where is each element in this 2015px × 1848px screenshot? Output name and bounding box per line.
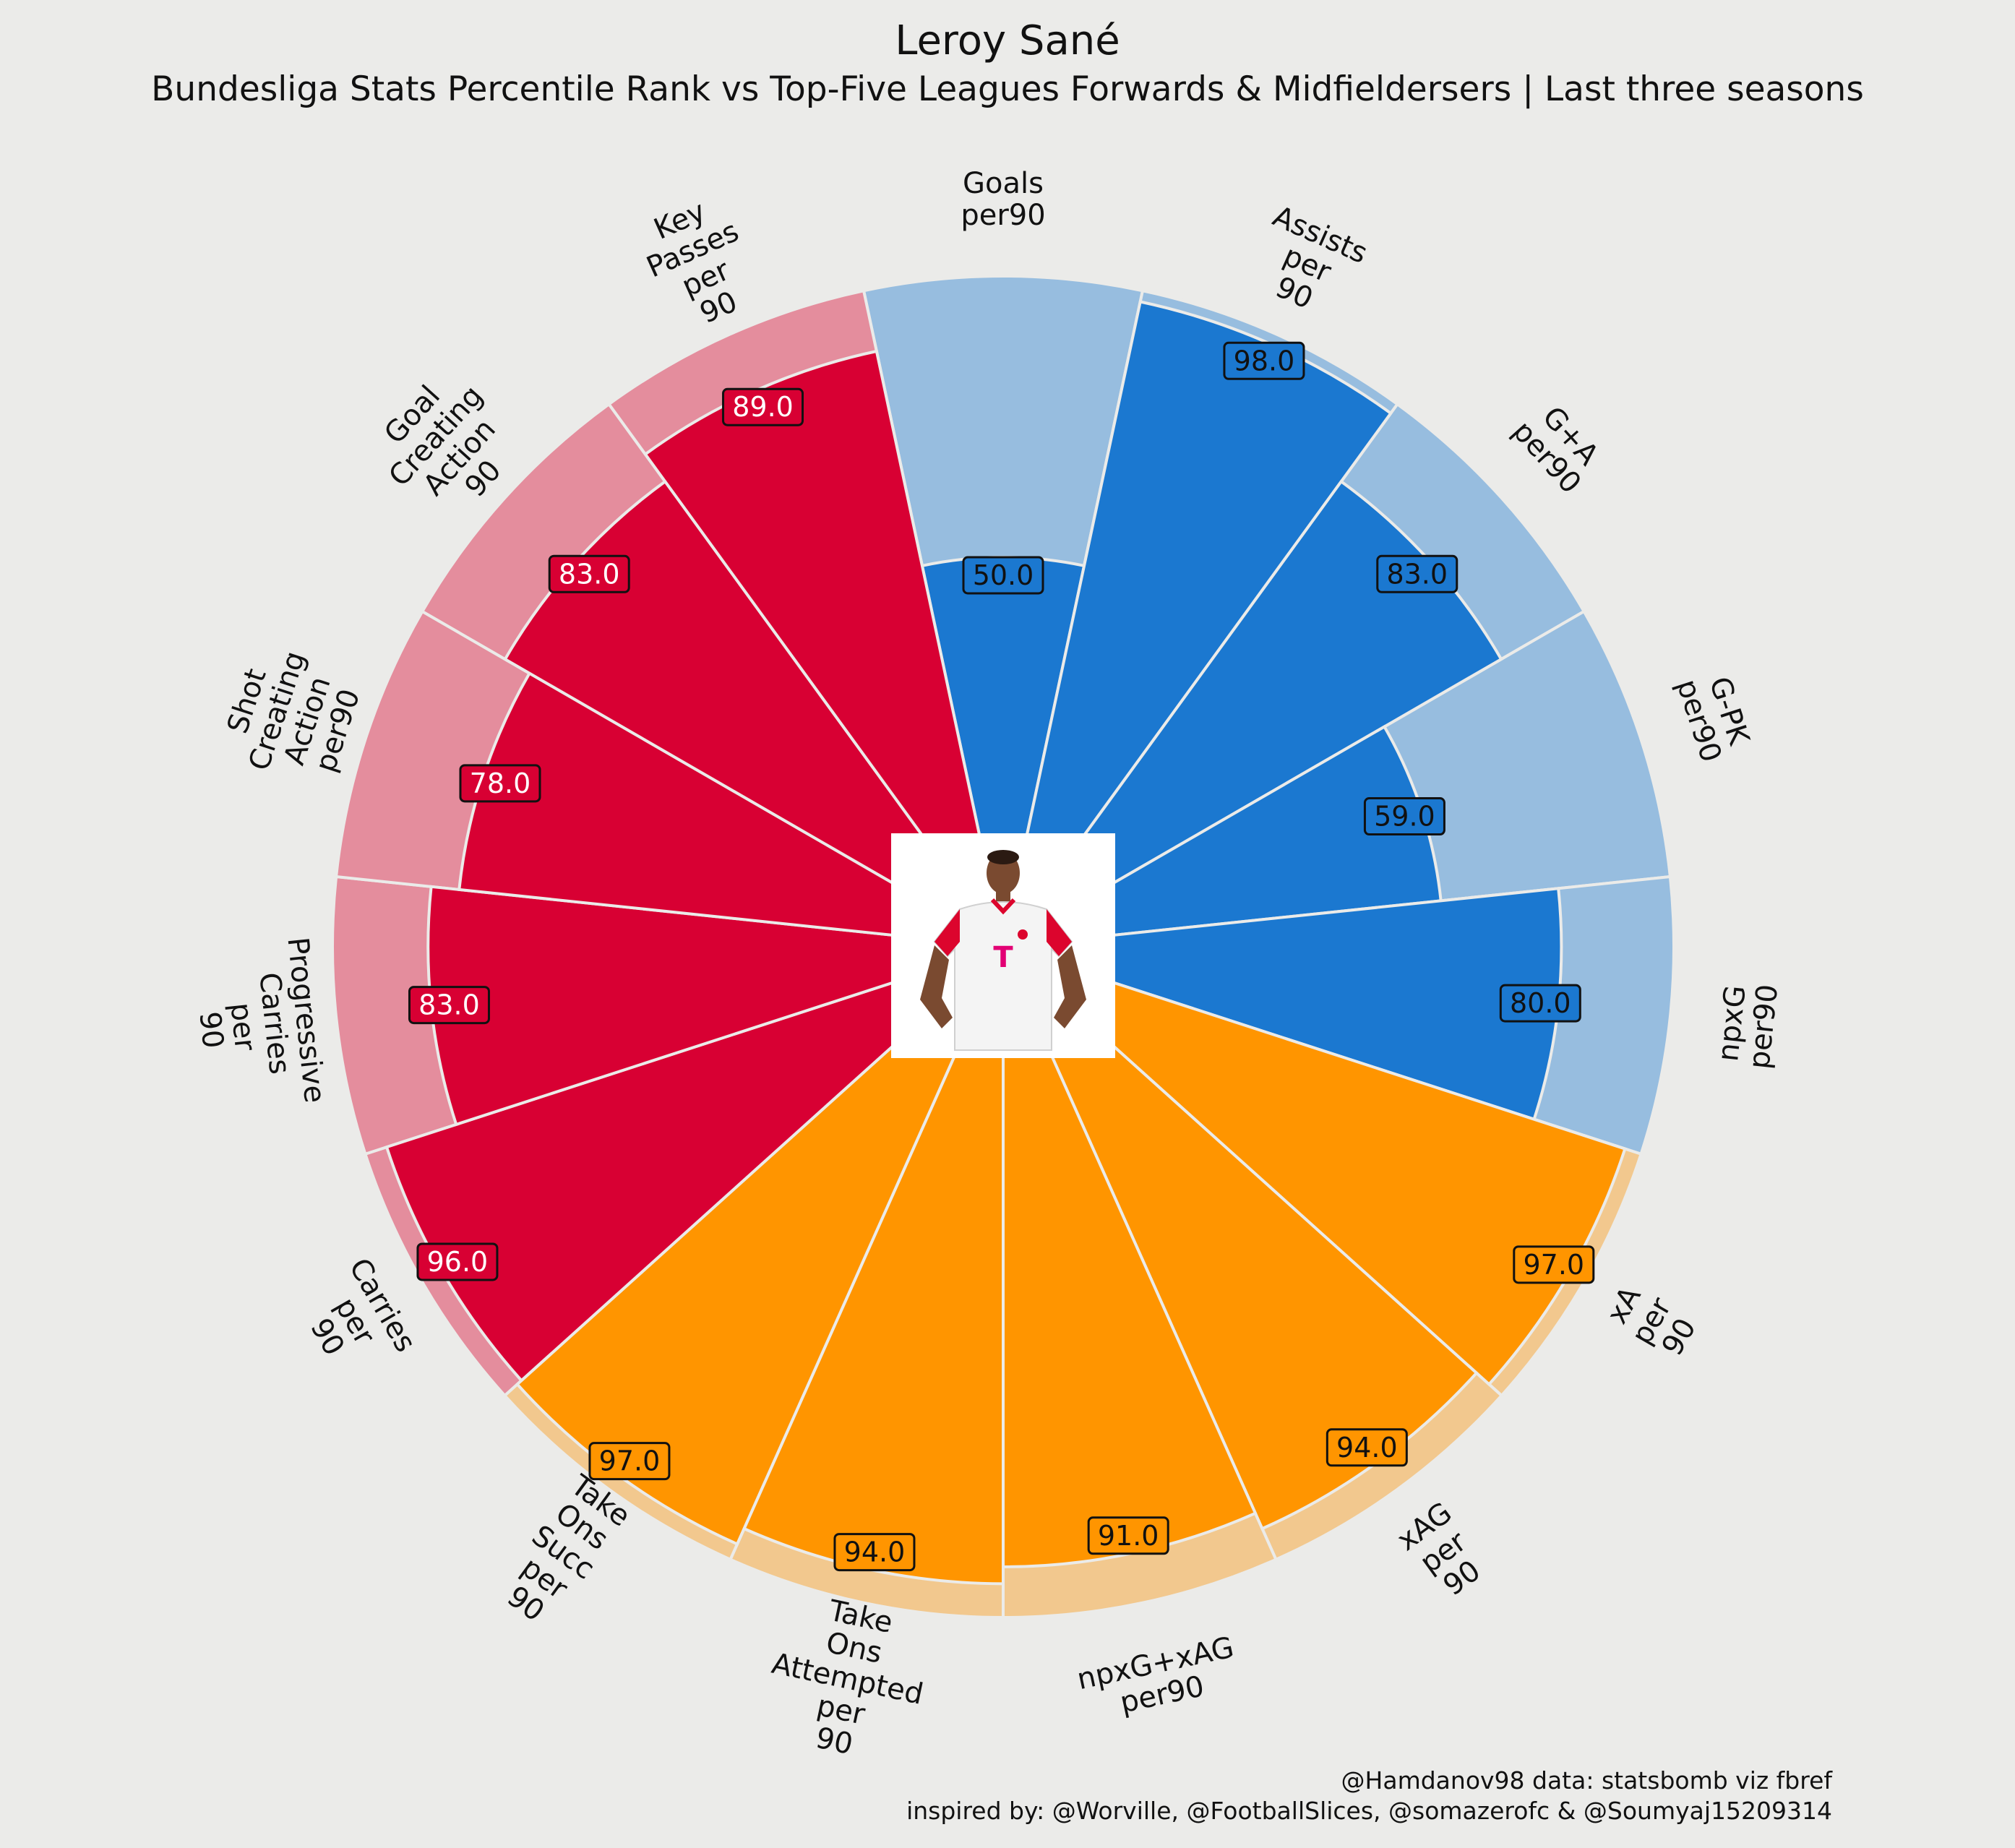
value-labels: 50.0 98.0 83.0 59.0 80.0 97.0 94.0 91.0 94.0 97.0… xyxy=(408,341,1595,1572)
value-label-key-passes-per-90: 89.0 xyxy=(722,387,804,426)
category-label-take-ons-attempted-per-90: TakeOnsAttemptedper90 xyxy=(756,1585,940,1774)
value-label-assists-per-90: 98.0 xyxy=(1223,341,1305,380)
value-label-goals-per90: 50.0 xyxy=(962,556,1044,595)
category-label-goals-per90: Goals per90 xyxy=(961,167,1045,232)
category-label-xag-per-90: xAGper90 xyxy=(1391,1496,1496,1609)
category-label-g+a-per90: G+Aper90 xyxy=(1506,393,1611,499)
chart-subtitle: Bundesliga Stats Percentile Rank vs Top-… xyxy=(151,69,1864,109)
credit-line-2: inspired by: @Worville, @FootballSlices,… xyxy=(906,1797,1832,1825)
value-label-g+a-per90: 83.0 xyxy=(1376,554,1458,593)
value-label-goal-creating-action-90: 83.0 xyxy=(548,554,630,593)
svg-text:97.0: 97.0 xyxy=(1524,1249,1585,1281)
svg-text:50.0: 50.0 xyxy=(973,559,1034,591)
svg-text:94.0: 94.0 xyxy=(844,1537,906,1568)
category-label-shot-creating-action-per90: ShotCreatingActionper90 xyxy=(212,637,373,794)
category-label-npxg+xag-per90: npxG+xAGper90 xyxy=(1074,1630,1243,1727)
svg-text:98.0: 98.0 xyxy=(1234,345,1295,377)
svg-text:83.0: 83.0 xyxy=(1386,558,1448,590)
svg-text:83.0: 83.0 xyxy=(559,558,620,590)
value-wedges xyxy=(384,300,1627,1586)
player-photo: T xyxy=(891,833,1115,1058)
svg-text:59.0: 59.0 xyxy=(1374,801,1435,833)
svg-text:78.0: 78.0 xyxy=(470,768,531,799)
value-label-progressive-carries-per-90: 83.0 xyxy=(408,986,490,1025)
value-label-carries-per-90: 96.0 xyxy=(416,1242,499,1281)
svg-text:96.0: 96.0 xyxy=(427,1246,489,1278)
value-label-xag-per-90: 94.0 xyxy=(1326,1428,1408,1467)
svg-text:T: T xyxy=(993,941,1013,974)
svg-text:91.0: 91.0 xyxy=(1098,1520,1159,1552)
category-label-npxg-per90: npxGper90 xyxy=(1711,979,1784,1070)
value-label-xa-per-90: 97.0 xyxy=(1513,1245,1595,1284)
value-label-take-ons-attempted-per-90: 94.0 xyxy=(833,1533,916,1572)
value-label-shot-creating-action-per90: 78.0 xyxy=(459,764,541,803)
category-label-assists-per-90: Assistsper90 xyxy=(1242,199,1372,328)
value-label-npxg+xag-per90: 91.0 xyxy=(1087,1516,1169,1555)
credit-line-1: @Hamdanov98 data: statsbomb viz fbref xyxy=(1341,1766,1832,1795)
category-label-xa-per-90: xAper90 xyxy=(1598,1276,1706,1366)
category-label-carries-per-90: Carriesper90 xyxy=(287,1252,422,1389)
svg-text:94.0: 94.0 xyxy=(1336,1432,1398,1464)
category-label-key-passes-per-90: KeyPassesper90 xyxy=(629,186,770,343)
svg-text:97.0: 97.0 xyxy=(599,1445,661,1477)
svg-text:83.0: 83.0 xyxy=(418,989,480,1021)
category-label-g-pk-per90: G-PKper90 xyxy=(1670,666,1758,766)
value-label-take-ons-succ-per-90: 97.0 xyxy=(588,1442,671,1481)
svg-text:89.0: 89.0 xyxy=(732,391,794,423)
category-label-progressive-carries-per-90: ProgressiveCarriesper90 xyxy=(186,936,331,1114)
svg-text:80.0: 80.0 xyxy=(1510,987,1571,1019)
value-label-npxg-per90: 80.0 xyxy=(1499,984,1581,1023)
value-label-g-pk-per90: 59.0 xyxy=(1363,797,1445,836)
chart-title: Leroy Sané xyxy=(895,17,1120,64)
category-label-take-ons-succ-per-90: TakeOnsSuccper90 xyxy=(488,1467,637,1637)
